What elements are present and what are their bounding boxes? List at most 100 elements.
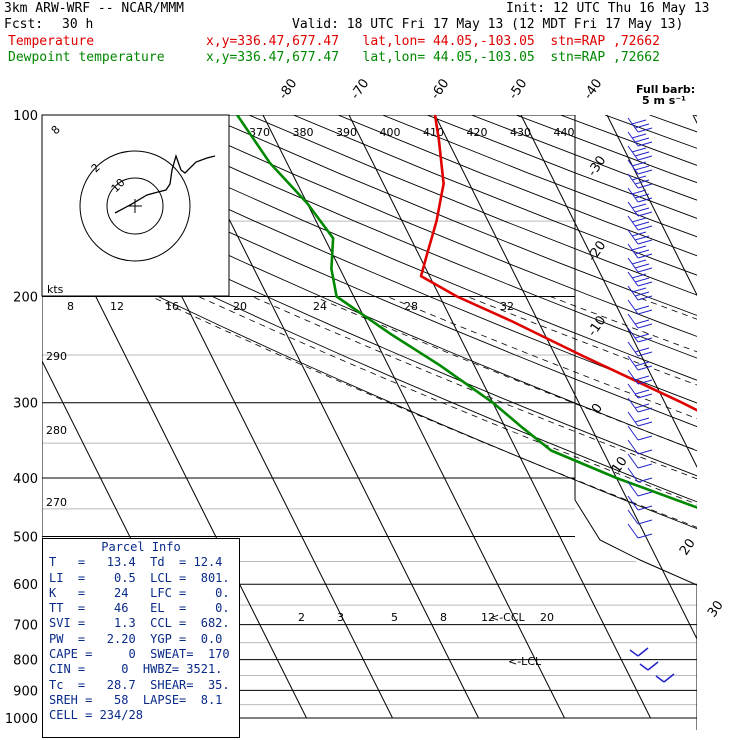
isotherm-label: 10 <box>609 454 631 476</box>
wind-barb <box>627 467 653 483</box>
moist-adiabat <box>635 296 697 320</box>
isotherm-label: 30 <box>705 598 727 620</box>
dry-adiabat <box>42 143 697 428</box>
wind-barb <box>627 397 653 413</box>
isotherm-label: -80 <box>276 76 300 102</box>
dry-adiabat <box>560 115 697 166</box>
moist-adiabat <box>722 297 740 719</box>
pressure-tick-label: 200 <box>13 291 38 306</box>
mixing-ratio-label: 8 <box>440 611 447 624</box>
wind-barb <box>655 673 675 683</box>
wind-barb <box>627 383 653 399</box>
dry-adiabat <box>42 214 697 503</box>
pressure-tick-label: 700 <box>13 619 38 634</box>
wind-barb <box>627 187 653 203</box>
mixing-ratio-label: 12 <box>481 611 495 624</box>
isotherm-label: -30 <box>585 153 609 179</box>
forecast-hours: 30 h <box>62 17 94 32</box>
upper-scale-label: 12 <box>110 300 124 313</box>
isotherm <box>606 115 697 297</box>
dewpoint-legend: Dewpoint temperature <box>8 50 165 65</box>
pressure-tick-label: 300 <box>13 397 38 412</box>
parcel-info-row: TT = 46 EL = 0. <box>49 601 230 616</box>
ccl-label: <-CCL <box>490 611 526 624</box>
wind-barb <box>627 285 653 301</box>
wind-barb <box>627 243 653 259</box>
barb-legend: Full barb: <box>636 83 695 96</box>
lcl-label: <-LCL <box>508 655 542 668</box>
forecast-label: Fcst: <box>4 17 44 32</box>
wind-barb <box>627 327 653 343</box>
dry-adiabat <box>204 115 697 316</box>
pressure-tick-label: 500 <box>13 530 38 545</box>
upper-scale-label: 28 <box>404 300 418 313</box>
dewpoint-profile <box>236 115 697 509</box>
dry-adiabat <box>426 115 697 219</box>
wind-barb <box>627 425 653 441</box>
theta-e-label: 270 <box>46 496 67 509</box>
dry-adiabat <box>604 115 697 149</box>
wind-barb <box>627 313 653 329</box>
mixing-ratio-label: 2 <box>298 611 305 624</box>
wind-barb <box>627 453 653 469</box>
wind-barb <box>627 131 653 147</box>
temperature-location: x,y=336.47,677.47 lat,lon= 44.05,-103.05… <box>206 34 660 49</box>
dry-adiabat <box>382 115 697 238</box>
wind-barb <box>627 215 653 231</box>
mixing-ratio-label: 5 <box>391 611 398 624</box>
theta-label: 390 <box>336 126 357 139</box>
wind-barb <box>627 341 653 357</box>
theta-label: 380 <box>293 126 314 139</box>
dry-adiabat <box>42 190 697 477</box>
pressure-tick-label: 900 <box>13 684 38 699</box>
valid-time: Valid: 18 UTC Fri 17 May 13 (12 MDT Fri … <box>292 17 684 32</box>
temperature-profile <box>419 115 697 412</box>
dry-adiabat <box>515 115 697 184</box>
isotherm-label: -40 <box>581 76 605 102</box>
dry-adiabat <box>42 121 697 404</box>
isotherm-label: -50 <box>506 76 530 102</box>
hodograph: 8 2 10 kts <box>41 114 230 297</box>
wind-barb <box>627 355 653 371</box>
isotherm <box>692 115 697 125</box>
dry-adiabat <box>42 239 697 530</box>
theta-e-label: 290 <box>46 350 67 363</box>
parcel-info-row: CELL = 234/28 <box>49 708 143 723</box>
parcel-info-row: SREH = 58 LAPSE= 8.1 <box>49 692 223 707</box>
init-time: Init: 12 UTC Thu 16 May 13 <box>506 1 710 16</box>
upper-scale-label: 32 <box>500 300 514 313</box>
wind-barb <box>627 271 653 287</box>
dry-adiabat <box>293 115 697 276</box>
upper-scale-label: 8 <box>67 300 74 313</box>
wind-barb <box>627 509 653 525</box>
isotherm <box>434 115 697 641</box>
theta-label: 370 <box>249 126 270 139</box>
moist-adiabat <box>251 296 697 480</box>
isotherm <box>348 115 651 719</box>
dewpoint-location: x,y=336.47,677.47 lat,lon= 44.05,-103.05… <box>206 50 660 65</box>
parcel-info-title: Parcel Info <box>101 540 181 554</box>
wind-barb <box>627 229 653 245</box>
parcel-info-row: SVI = 1.3 CCL = 682. <box>49 616 230 631</box>
wind-barb <box>627 523 653 539</box>
wind-barb <box>627 481 653 497</box>
parcel-info-panel: Parcel Info T = 13.4 Td = 12.4 LI = 0.5 L… <box>42 538 240 738</box>
model-title: 3km ARW-WRF -- NCAR/MMM <box>4 1 185 16</box>
upper-scale-label: 20 <box>233 300 247 313</box>
moist-adiabat <box>386 296 697 420</box>
pressure-tick-label: 100 <box>13 109 38 124</box>
theta-e-label: 280 <box>46 424 67 437</box>
wind-barb <box>627 145 653 161</box>
dry-adiabat <box>693 115 697 117</box>
parcel-info-row: LI = 0.5 LCL = 801. <box>49 570 230 585</box>
isotherm <box>262 115 565 719</box>
wind-barb <box>627 369 653 385</box>
mixing-ratio-label: 3 <box>337 611 344 624</box>
isotherm-label: -10 <box>585 313 609 339</box>
wind-barbs <box>627 117 675 683</box>
upper-scale-label: 16 <box>165 300 179 313</box>
temperature-legend: Temperature <box>8 34 95 49</box>
hodo-units: kts <box>47 283 64 296</box>
isotherm-label: -70 <box>348 76 372 102</box>
wind-barb <box>627 201 653 217</box>
